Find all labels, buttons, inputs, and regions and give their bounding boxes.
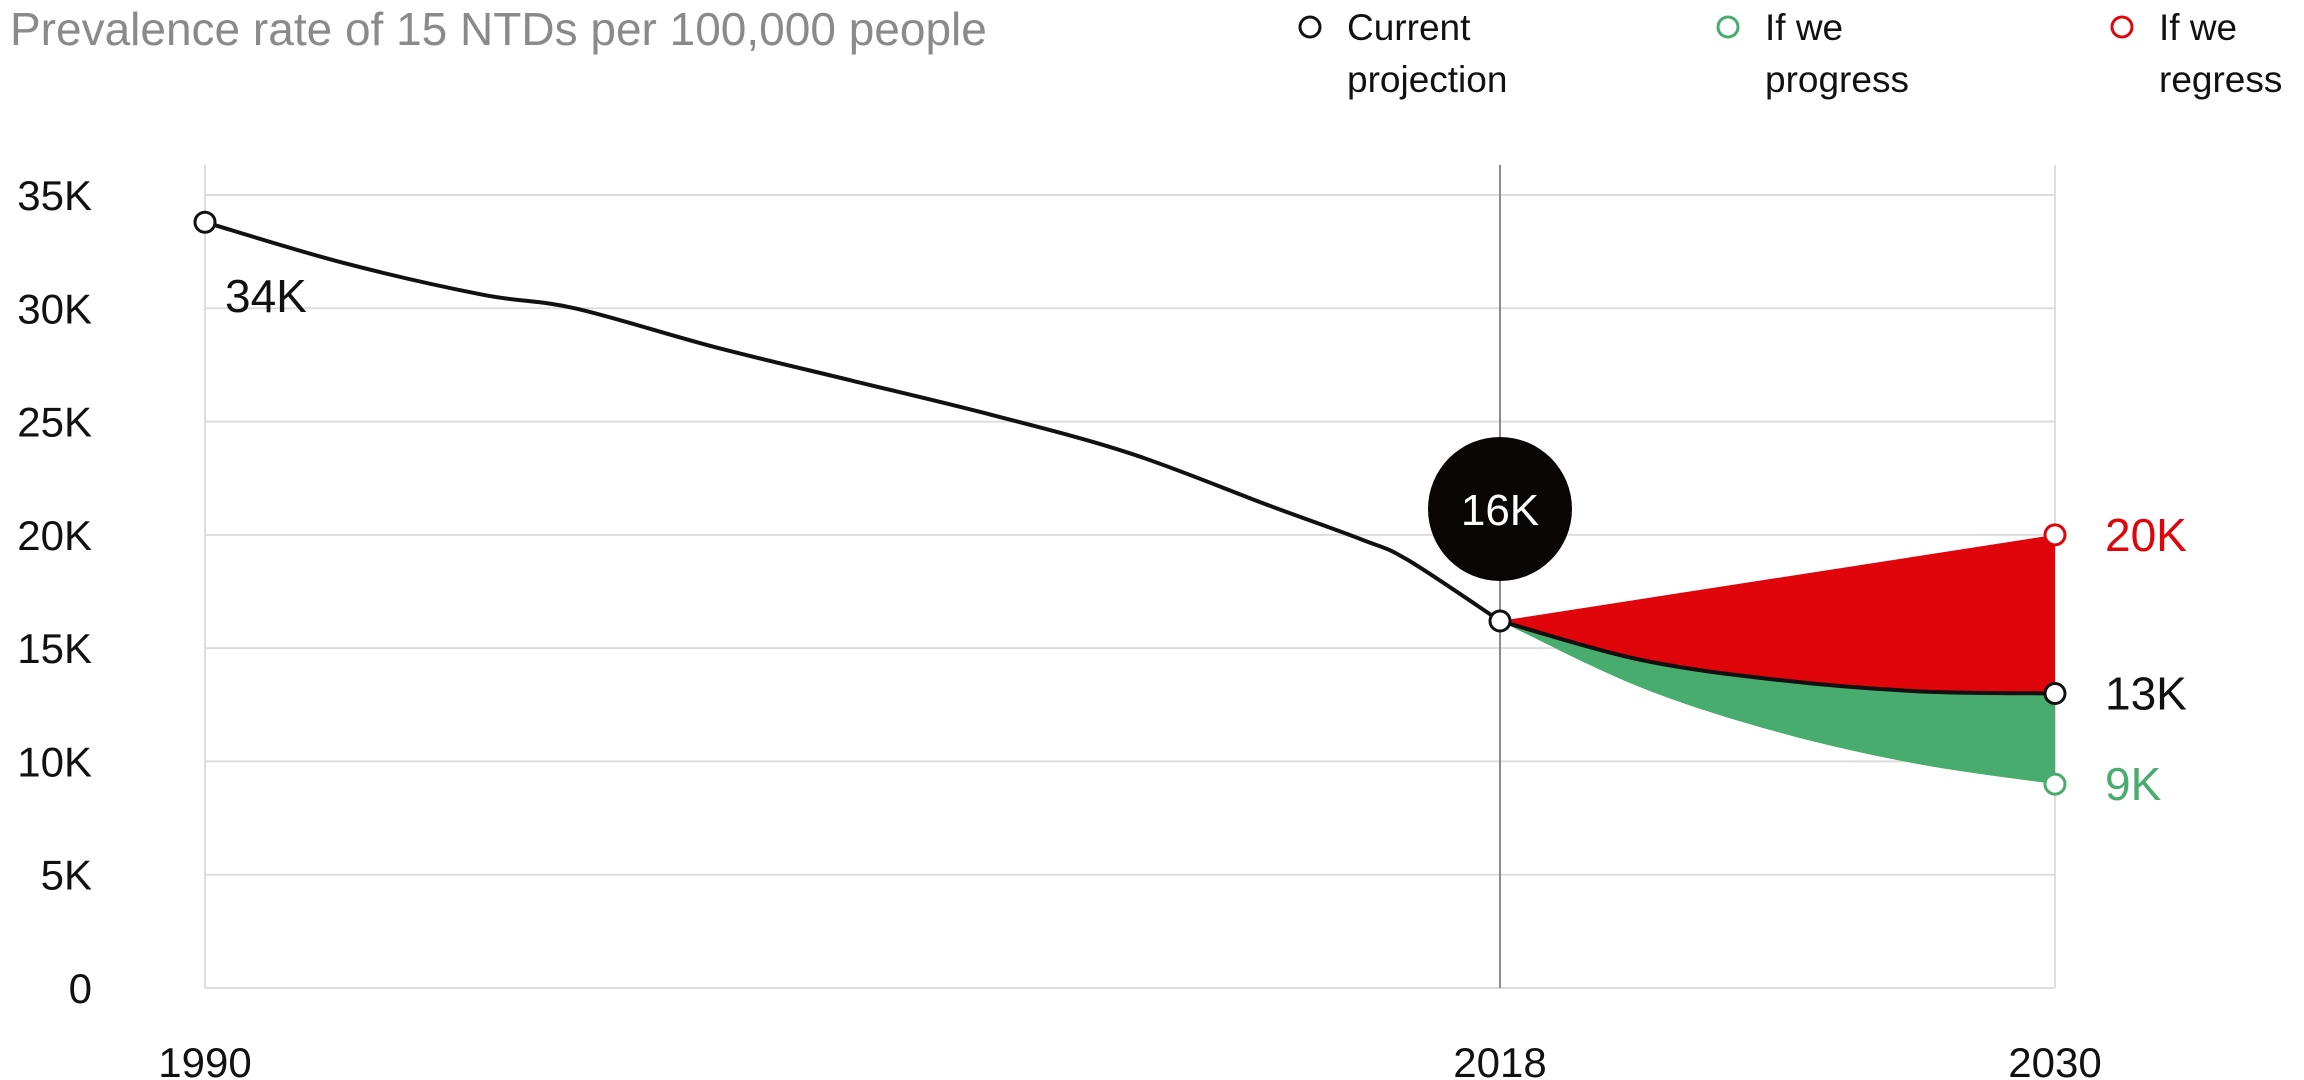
history-line (203, 220, 1502, 623)
chart-title: Prevalence rate of 15 NTDs per 100,000 p… (10, 3, 987, 55)
progress-area (1500, 620, 2055, 785)
legend-label-regress: If we (2159, 7, 2237, 48)
x-tick-label: 1990 (158, 1039, 251, 1080)
legend: Current projection If we progress If we regre… (1298, 7, 2282, 100)
value-bubble-label: 16K (1461, 486, 1539, 535)
x-tick-label: 2030 (2008, 1039, 2101, 1080)
legend-label-current: Current (1347, 7, 1471, 48)
y-tick-label: 20K (17, 512, 92, 559)
value-bubble (1428, 436, 1572, 581)
data-points (193, 210, 2067, 796)
y-tick-label: 25K (17, 399, 92, 446)
legend-marker-progress (1716, 15, 1740, 39)
x-axis: 1990 2018 2030 (158, 1039, 2101, 1080)
legend-marker-regress (2110, 15, 2134, 39)
regress-area (1500, 534, 2055, 694)
legend-label-progress: If we (1765, 7, 1843, 48)
end-point-regress (2043, 523, 2067, 547)
end-value-label-regress: 20K (2105, 509, 2187, 561)
legend-marker-current (1298, 15, 1322, 39)
projection-areas (1500, 534, 2055, 785)
current-projection-line (1498, 618, 2057, 696)
y-tick-label: 35K (17, 172, 92, 219)
y-tick-label: 5K (41, 852, 92, 899)
y-tick-label: 30K (17, 285, 92, 332)
y-axis: 0 5K 10K 15K 20K 25K 30K 35K (17, 172, 92, 1012)
start-point (193, 210, 217, 234)
grid-lines (204, 165, 2056, 989)
legend-label-current: projection (1347, 59, 1507, 100)
legend-label-progress: progress (1765, 59, 1909, 100)
end-point-progress (2043, 772, 2067, 796)
end-value-label-current: 13K (2105, 667, 2187, 719)
y-tick-label: 15K (17, 625, 92, 672)
end-value-label-progress: 9K (2105, 758, 2162, 810)
data-labels: 16K 34K 20K 13K 9K (225, 270, 2187, 810)
legend-label-regress: regress (2159, 59, 2282, 100)
y-tick-label: 0 (69, 965, 92, 1012)
start-value-label: 34K (225, 270, 307, 322)
series-lines (203, 220, 2057, 696)
end-point-current (2043, 681, 2067, 705)
x-tick-label: 2018 (1453, 1039, 1546, 1080)
marker-point (1488, 609, 1512, 633)
y-tick-label: 10K (17, 738, 92, 785)
